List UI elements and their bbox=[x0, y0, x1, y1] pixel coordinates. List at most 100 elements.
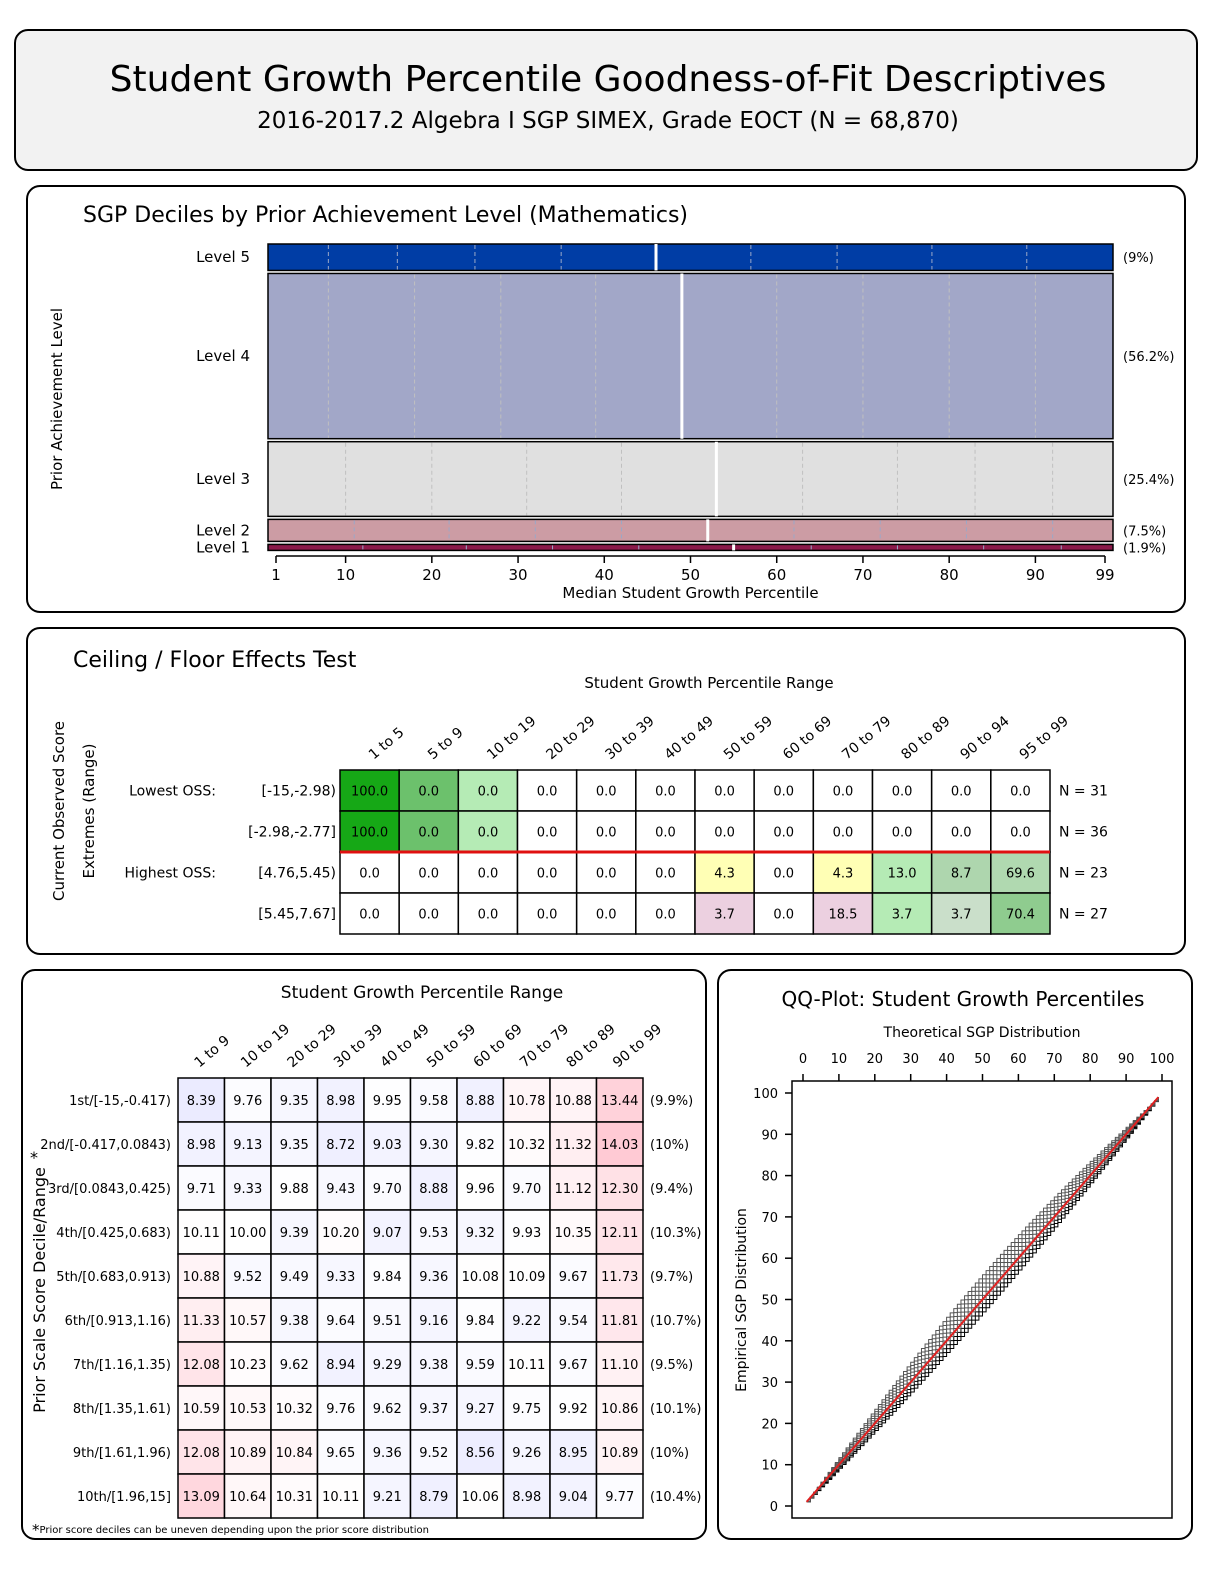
decile-cell bbox=[177, 1297, 226, 1343]
decile-cell-value: 10.57 bbox=[229, 1314, 266, 1329]
decile-cell-value: 8.95 bbox=[559, 1446, 588, 1461]
footnote-text: Prior score deciles can be uneven depend… bbox=[39, 1525, 429, 1536]
ceiling-cell-value: 0.0 bbox=[773, 867, 794, 882]
ceiling-cell-value: 0.0 bbox=[596, 908, 617, 923]
ceiling-cell-value: 4.3 bbox=[714, 867, 735, 882]
level-bar-2 bbox=[267, 272, 1114, 440]
level-pct: (25.4%) bbox=[1123, 473, 1174, 488]
x-tick-label: 80 bbox=[940, 566, 959, 584]
decile-cell-value: 9.67 bbox=[559, 1270, 588, 1285]
decile-cell-value: 10.64 bbox=[229, 1490, 266, 1505]
decile-cell-value: 11.81 bbox=[601, 1314, 638, 1329]
decile-cell-value: 9.76 bbox=[326, 1402, 355, 1417]
decile-cell-value: 9.62 bbox=[373, 1402, 402, 1417]
ceiling-cell-value: 0.0 bbox=[537, 826, 558, 841]
ceiling-cell-value: 0.0 bbox=[596, 826, 617, 841]
level-label: Level 3 bbox=[196, 470, 250, 488]
qq-title: QQ-Plot: Student Growth Percentiles bbox=[782, 987, 1145, 1011]
qq-y-tick-label: 70 bbox=[761, 1211, 778, 1226]
ceiling-y-label-2: Extremes (Range) bbox=[80, 744, 98, 879]
decile-cell bbox=[316, 1077, 365, 1123]
ceiling-title: Ceiling / Floor Effects Test bbox=[73, 648, 357, 673]
decile-cell-value: 11.12 bbox=[555, 1182, 592, 1197]
decile-cell-value: 9.29 bbox=[373, 1358, 402, 1373]
decile-cell bbox=[270, 1473, 319, 1519]
decile-cell bbox=[409, 1077, 458, 1123]
decile-cell bbox=[456, 1253, 505, 1299]
ceiling-cell-value: 0.0 bbox=[596, 867, 617, 882]
ceiling-cell bbox=[812, 810, 874, 853]
ceiling-cell-value: 3.7 bbox=[714, 908, 735, 923]
decile-cell-value: 11.33 bbox=[183, 1314, 220, 1329]
level-label: Level 2 bbox=[196, 521, 250, 539]
decile-cell bbox=[456, 1473, 505, 1519]
ceiling-cell bbox=[694, 892, 755, 935]
report-header: Student Growth Percentile Goodness-of-Fi… bbox=[14, 29, 1198, 171]
qq-y-tick-label: 80 bbox=[761, 1170, 778, 1185]
decile-cell bbox=[316, 1341, 365, 1387]
decile-cell-value: 10.89 bbox=[601, 1446, 638, 1461]
ceiling-cell bbox=[990, 810, 1051, 853]
decile-cell bbox=[177, 1077, 226, 1123]
decile-row-pct: (10.1%) bbox=[650, 1402, 701, 1417]
deciles-title: SGP Deciles by Prior Achievement Level (… bbox=[83, 203, 688, 228]
decile-cell-value: 10.86 bbox=[601, 1402, 638, 1417]
ceiling-col-header: 20 to 29 bbox=[543, 713, 598, 763]
qq-x-label: Theoretical SGP Distribution bbox=[883, 1025, 1081, 1041]
decile-cell-value: 9.76 bbox=[233, 1094, 262, 1109]
ceiling-col-header: 40 to 49 bbox=[662, 713, 717, 763]
decile-cell-value: 10.31 bbox=[276, 1490, 313, 1505]
decile-cell bbox=[223, 1165, 272, 1211]
decile-col-header: 10 to 19 bbox=[238, 1021, 293, 1071]
decile-cell-value: 10.32 bbox=[276, 1402, 313, 1417]
decile-cell-value: 9.52 bbox=[419, 1446, 448, 1461]
ceiling-cell-value: 0.0 bbox=[596, 785, 617, 800]
decile-cell-value: 11.10 bbox=[601, 1358, 638, 1373]
decile-cell-value: 10.53 bbox=[229, 1402, 266, 1417]
decile-cell-value: 9.38 bbox=[280, 1314, 309, 1329]
decile-cell-value: 10.11 bbox=[183, 1226, 220, 1241]
decile-cell-value: 9.33 bbox=[233, 1182, 262, 1197]
decile-cell-value: 9.52 bbox=[233, 1270, 262, 1285]
decile-col-header: 40 to 49 bbox=[378, 1021, 433, 1071]
x-tick-label: 30 bbox=[509, 566, 528, 584]
decile-cell-value: 9.95 bbox=[373, 1094, 402, 1109]
level-label: Level 5 bbox=[196, 248, 250, 266]
qq-x-tick-label: 70 bbox=[1046, 1052, 1063, 1067]
deciles-x-label: Median Student Growth Percentile bbox=[562, 584, 818, 602]
decile-cell-value: 13.44 bbox=[601, 1094, 638, 1109]
ceiling-cell-value: 0.0 bbox=[833, 785, 854, 800]
qq-x-tick-label: 10 bbox=[831, 1052, 848, 1067]
decile-cell bbox=[316, 1209, 365, 1255]
decile-col-header: 60 to 69 bbox=[471, 1021, 526, 1071]
ceiling-cell-value: 0.0 bbox=[537, 908, 558, 923]
ceiling-col-header: 30 to 39 bbox=[603, 713, 658, 763]
ceiling-cell-value: 0.0 bbox=[418, 908, 439, 923]
decile-cell bbox=[316, 1253, 365, 1299]
decile-cell bbox=[270, 1165, 319, 1211]
ceiling-row-n: N = 31 bbox=[1059, 784, 1108, 800]
decile-cell-value: 8.88 bbox=[419, 1182, 448, 1197]
ceiling-cell-value: 0.0 bbox=[951, 826, 972, 841]
decile-cell-value: 8.98 bbox=[187, 1138, 216, 1153]
ceiling-cell-value: 70.4 bbox=[1006, 908, 1035, 923]
decile-cell bbox=[595, 1165, 644, 1211]
decile-cell-value: 9.30 bbox=[419, 1138, 448, 1153]
ceiling-col-header: 5 to 9 bbox=[425, 725, 467, 763]
ceiling-row-group: Lowest OSS: bbox=[129, 784, 216, 800]
ceiling-cell-value: 0.0 bbox=[359, 867, 380, 882]
decile-cell-value: 10.88 bbox=[183, 1270, 220, 1285]
decile-cell-value: 10.09 bbox=[508, 1270, 545, 1285]
decile-cell bbox=[456, 1297, 505, 1343]
decile-cell-value: 9.32 bbox=[466, 1226, 495, 1241]
ceiling-cell-value: 0.0 bbox=[1010, 785, 1031, 800]
decile-cell-value: 12.30 bbox=[601, 1182, 638, 1197]
decile-cell bbox=[549, 1341, 598, 1387]
decile-row-label: 7th/[1.16,1.35) bbox=[73, 1358, 171, 1373]
decile-cell-value: 12.08 bbox=[183, 1358, 220, 1373]
decile-cell-value: 9.84 bbox=[373, 1270, 402, 1285]
ceiling-cell-value: 100.0 bbox=[351, 826, 388, 841]
decile-cell-value: 14.03 bbox=[601, 1138, 638, 1153]
ceiling-cell bbox=[930, 769, 992, 812]
ceiling-cell bbox=[398, 851, 460, 894]
